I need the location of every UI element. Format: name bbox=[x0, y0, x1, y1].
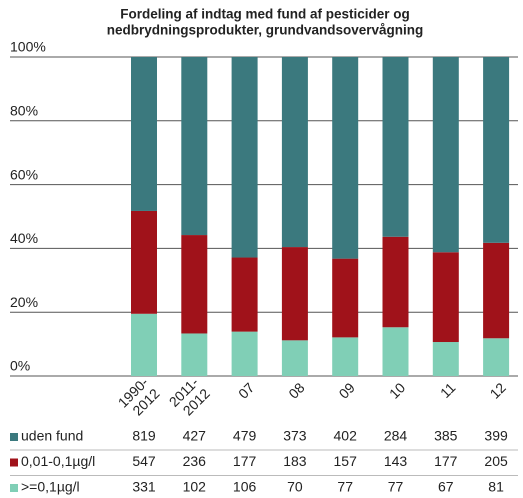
table-cell: 177 bbox=[434, 453, 458, 469]
table-cell: 236 bbox=[183, 453, 207, 469]
bar-segment bbox=[382, 57, 409, 237]
table-cell: 331 bbox=[132, 479, 156, 495]
bar-segment bbox=[483, 338, 510, 376]
table-cell: 157 bbox=[334, 453, 358, 469]
chart-title: Fordeling af indtag med fund af pesticid… bbox=[120, 7, 410, 22]
bar-segment bbox=[181, 57, 208, 236]
legend-label: uden fund bbox=[21, 428, 83, 444]
bar-segment bbox=[432, 57, 459, 253]
bar-segment bbox=[483, 242, 510, 339]
bar-segment bbox=[332, 57, 359, 259]
table-cell: 205 bbox=[484, 453, 508, 469]
bar-segment bbox=[131, 210, 157, 314]
bar-segment bbox=[231, 257, 258, 332]
table-cell: 70 bbox=[287, 479, 303, 495]
y-tick-label: 20% bbox=[10, 294, 38, 310]
legend-swatch bbox=[10, 484, 18, 492]
x-tick-label: 1990-2012 bbox=[114, 374, 162, 422]
table-cell: 547 bbox=[132, 453, 156, 469]
table-cell: 373 bbox=[283, 428, 307, 444]
y-tick-label: 0% bbox=[10, 358, 30, 374]
bar-segment bbox=[281, 57, 308, 248]
x-tick-label: 11 bbox=[437, 379, 459, 401]
bar-segment bbox=[483, 57, 510, 243]
table-cell: 77 bbox=[388, 479, 404, 495]
table-cell: 77 bbox=[337, 479, 353, 495]
bar-segment bbox=[131, 57, 157, 211]
table-cell: 819 bbox=[132, 428, 156, 444]
legend-label: 0,01-0,1µg/l bbox=[21, 453, 95, 469]
legend-swatch bbox=[10, 433, 18, 441]
table-cell: 402 bbox=[334, 428, 358, 444]
bar-segment bbox=[432, 252, 459, 343]
bar-segment bbox=[332, 258, 359, 338]
table-cell: 399 bbox=[484, 428, 508, 444]
table-cell: 284 bbox=[384, 428, 408, 444]
table-cell: 143 bbox=[384, 453, 408, 469]
bar-segment bbox=[281, 247, 308, 341]
x-tick-label: 08 bbox=[285, 379, 307, 401]
bar-segment bbox=[382, 236, 409, 328]
table-cell: 81 bbox=[488, 479, 504, 495]
x-tick-label: 09 bbox=[336, 379, 358, 401]
table-cell: 385 bbox=[434, 428, 458, 444]
x-tick-label: 2011-2012 bbox=[165, 374, 212, 421]
x-tick-label: 12 bbox=[487, 379, 509, 401]
table-cell: 67 bbox=[438, 479, 454, 495]
bar-segment bbox=[181, 333, 208, 376]
x-tick-label: 07 bbox=[235, 379, 257, 401]
bar-segment bbox=[432, 342, 459, 376]
bar-segment bbox=[281, 340, 308, 376]
table-cell: 479 bbox=[233, 428, 257, 444]
table-cell: 427 bbox=[183, 428, 207, 444]
chart-title: nedbrydningsprodukter, grundvandsovervåg… bbox=[107, 23, 424, 38]
bar-segment bbox=[332, 337, 359, 376]
bar-segment bbox=[231, 331, 258, 376]
bar-segment bbox=[231, 57, 258, 258]
y-tick-label: 100% bbox=[10, 39, 46, 55]
legend-label: >=0,1µg/l bbox=[21, 479, 80, 495]
bar-segment bbox=[181, 235, 208, 334]
bar-segment bbox=[131, 313, 157, 376]
table-cell: 102 bbox=[183, 479, 207, 495]
table-cell: 106 bbox=[233, 479, 257, 495]
y-tick-label: 40% bbox=[10, 230, 38, 246]
bar-segment bbox=[382, 327, 409, 376]
table-cell: 177 bbox=[233, 453, 257, 469]
legend-swatch bbox=[10, 458, 18, 467]
table-cell: 183 bbox=[283, 453, 307, 469]
x-tick-label: 10 bbox=[386, 379, 408, 401]
y-tick-label: 60% bbox=[10, 166, 38, 182]
y-tick-label: 80% bbox=[10, 103, 38, 119]
